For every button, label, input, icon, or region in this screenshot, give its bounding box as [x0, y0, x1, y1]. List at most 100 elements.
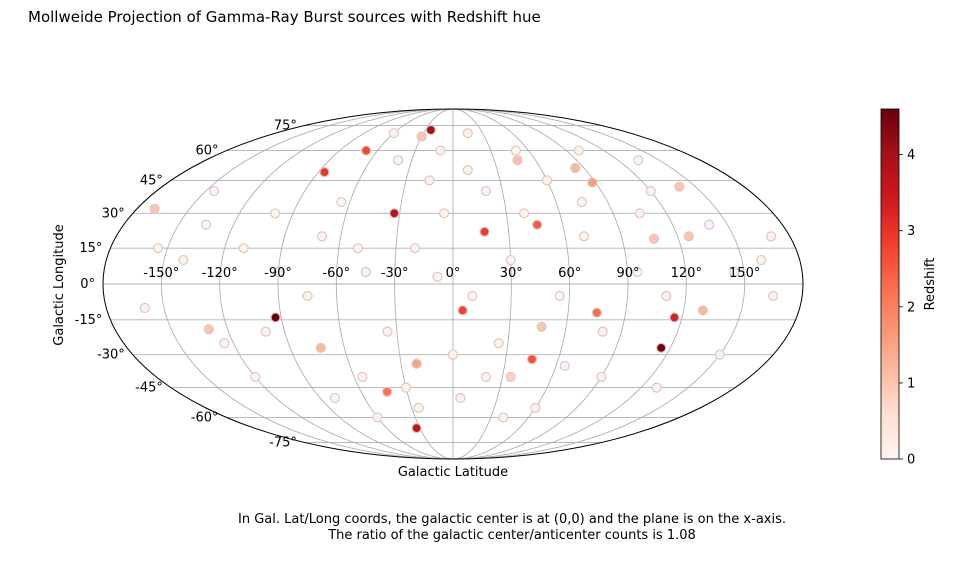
- data-point-72: [200, 219, 212, 230]
- data-point-23: [203, 324, 214, 335]
- grid-meridian--30: [394, 108, 454, 460]
- colorbar-tick-label: 3: [907, 224, 915, 239]
- y-tick-label: -15°: [75, 313, 103, 328]
- data-point-12: [648, 233, 660, 244]
- colorbar-gradient: [880, 108, 900, 460]
- data-point-5: [479, 226, 490, 237]
- data-point-16: [591, 307, 602, 318]
- data-point-83: [559, 360, 570, 372]
- data-point-62: [424, 175, 435, 186]
- data-point-69: [632, 266, 643, 278]
- data-point-19: [656, 342, 667, 353]
- x-tick-label: 150°: [729, 266, 760, 281]
- y-tick-label: 0°: [80, 277, 95, 292]
- data-point-0: [425, 124, 436, 136]
- data-point-29: [480, 185, 492, 197]
- projection-border: [102, 108, 804, 460]
- data-point-74: [480, 371, 492, 383]
- y-axis-label: Galactic Longitude: [52, 224, 67, 345]
- data-point-42: [352, 243, 363, 254]
- colorbar-ticks: 0 1 2 3 4: [899, 148, 915, 468]
- data-point-27: [505, 371, 516, 383]
- data-point-10: [674, 181, 685, 192]
- data-point-39: [505, 254, 516, 266]
- data-point-11: [149, 203, 160, 214]
- data-point-86: [400, 382, 412, 393]
- data-point-58: [382, 326, 393, 337]
- data-point-82: [360, 266, 371, 278]
- data-point-79: [388, 128, 399, 139]
- data-point-63: [510, 145, 522, 156]
- data-point-80: [651, 382, 662, 393]
- data-point-51: [704, 219, 715, 230]
- data-point-20: [526, 354, 538, 365]
- data-point-26: [411, 423, 422, 434]
- data-point-49: [238, 243, 249, 254]
- colorbar-tick-label: 0: [907, 453, 915, 468]
- y-tick-label: -60°: [191, 410, 219, 425]
- data-point-14: [457, 305, 468, 316]
- x-tick-label: -30°: [381, 266, 409, 281]
- data-point-4: [389, 208, 400, 219]
- data-point-65: [633, 154, 644, 166]
- data-point-61: [661, 290, 672, 302]
- data-point-21: [536, 321, 547, 333]
- data-point-6: [532, 219, 543, 230]
- grid-meridian-30: [452, 108, 512, 460]
- data-point-9: [587, 177, 598, 188]
- grid-meridian--90: [277, 108, 454, 460]
- data-point-17: [669, 312, 680, 323]
- data-point-13: [683, 231, 694, 242]
- y-tick-labels: -75° -60° -45° -30° -15° 0° 15° 30° 45° 60° 75°: [75, 118, 297, 450]
- x-tick-labels: -150° -120° -90° -60° -30° 0° 30° 60° 90° 120° 150…: [143, 266, 760, 281]
- colorbar-tick-label: 2: [907, 300, 915, 315]
- grid-meridian-60: [452, 108, 571, 460]
- data-point-47: [413, 402, 424, 414]
- data-point-52: [336, 196, 347, 208]
- data-point-45: [139, 302, 150, 314]
- data-point-89: [729, 266, 740, 278]
- colorbar-tick-label: 1: [907, 376, 915, 391]
- data-point-33: [714, 349, 725, 360]
- data-point-41: [578, 231, 590, 242]
- data-point-28: [432, 271, 443, 282]
- data-point-1: [416, 131, 427, 142]
- data-point-71: [541, 175, 553, 186]
- y-tick-label: 15°: [79, 241, 102, 256]
- x-tick-label: 60°: [558, 266, 581, 281]
- data-point-8: [570, 162, 581, 174]
- data-point-44: [645, 185, 656, 197]
- x-axis-label: Galactic Latitude: [398, 465, 508, 480]
- x-tick-label: 120°: [671, 266, 702, 281]
- x-tick-label: 0°: [446, 266, 461, 281]
- data-point-32: [756, 254, 767, 266]
- data-point-87: [634, 208, 645, 219]
- data-point-57: [493, 338, 504, 349]
- chart-title: Mollweide Projection of Gamma-Ray Burst …: [28, 8, 541, 26]
- caption-line-1: In Gal. Lat/Long coords, the galactic ce…: [238, 512, 786, 527]
- data-point-40: [447, 349, 459, 360]
- y-tick-label: 30°: [102, 206, 125, 221]
- data-point-36: [250, 371, 261, 383]
- data-point-30: [270, 208, 281, 219]
- x-tick-label: 90°: [616, 266, 639, 281]
- data-point-88: [316, 231, 328, 242]
- data-point-22: [315, 342, 326, 353]
- colorbar-label: Redshift: [923, 258, 938, 311]
- data-point-59: [576, 196, 587, 208]
- data-point-60: [273, 266, 284, 278]
- data-point-68: [392, 154, 404, 166]
- data-point-37: [573, 145, 584, 156]
- data-point-43: [329, 392, 341, 404]
- data-point-73: [765, 231, 777, 242]
- data-point-3: [319, 166, 330, 178]
- y-tick-label: -45°: [135, 381, 163, 396]
- data-point-34: [530, 402, 541, 414]
- grid-meridian-120: [452, 108, 687, 460]
- grid-lines: [103, 108, 803, 460]
- data-point-56: [439, 208, 450, 219]
- x-tick-label: -60°: [322, 266, 350, 281]
- data-point-18: [697, 305, 709, 316]
- data-point-50: [554, 290, 565, 302]
